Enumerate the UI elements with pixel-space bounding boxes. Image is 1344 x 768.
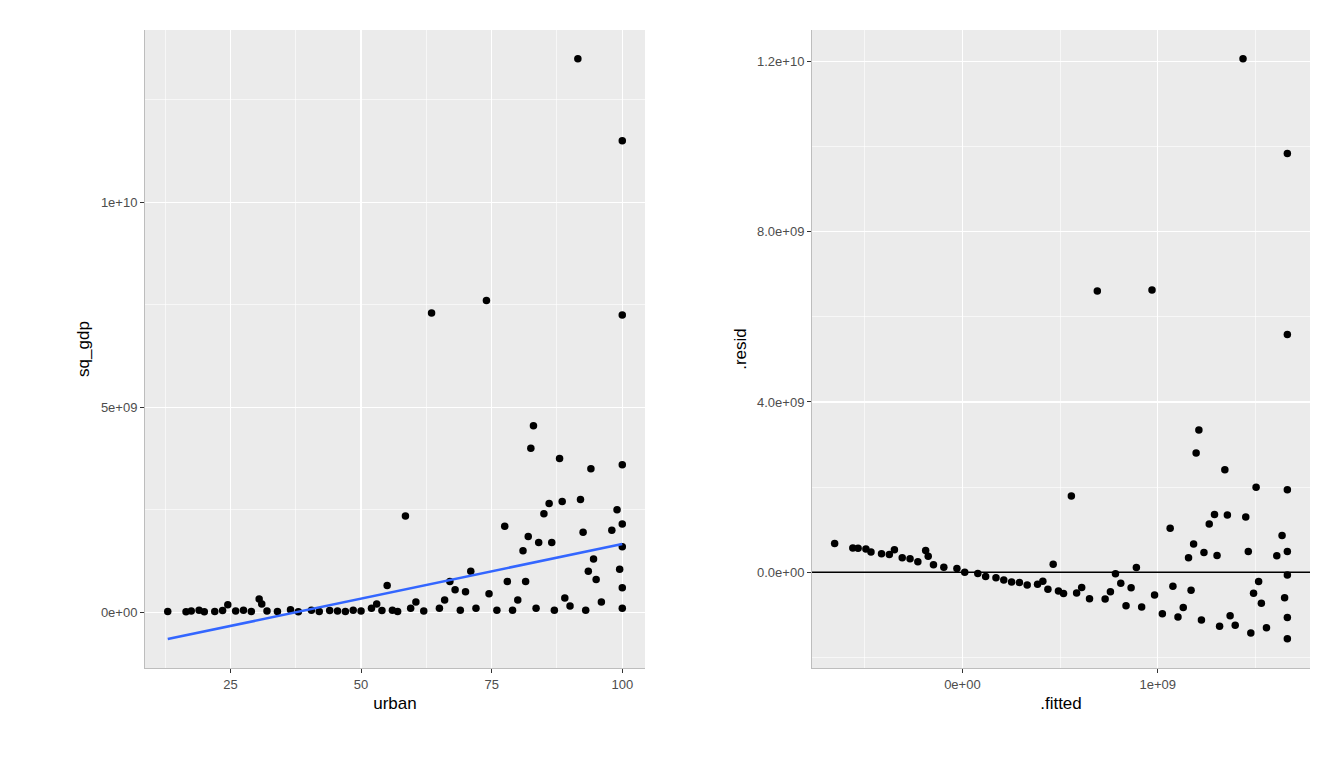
svg-text:1.2e+10: 1.2e+10 <box>757 54 804 69</box>
svg-text:100: 100 <box>611 677 633 692</box>
svg-text:0e+00: 0e+00 <box>944 677 981 692</box>
svg-text:0e+00: 0e+00 <box>101 605 138 620</box>
svg-text:0.0e+00: 0.0e+00 <box>757 565 804 580</box>
svg-text:sq_gdp: sq_gdp <box>74 321 93 377</box>
svg-text:75: 75 <box>484 677 498 692</box>
svg-text:.fitted: .fitted <box>1040 694 1082 713</box>
svg-text:5e+09: 5e+09 <box>101 400 138 415</box>
svg-text:1e+10: 1e+10 <box>101 195 138 210</box>
svg-text:1e+09: 1e+09 <box>1139 677 1176 692</box>
svg-text:50: 50 <box>354 677 368 692</box>
svg-text:4.0e+09: 4.0e+09 <box>757 395 804 410</box>
svg-text:8.0e+09: 8.0e+09 <box>757 224 804 239</box>
svg-text:.resid: .resid <box>731 328 750 370</box>
svg-text:25: 25 <box>223 677 237 692</box>
svg-text:urban: urban <box>373 694 416 713</box>
